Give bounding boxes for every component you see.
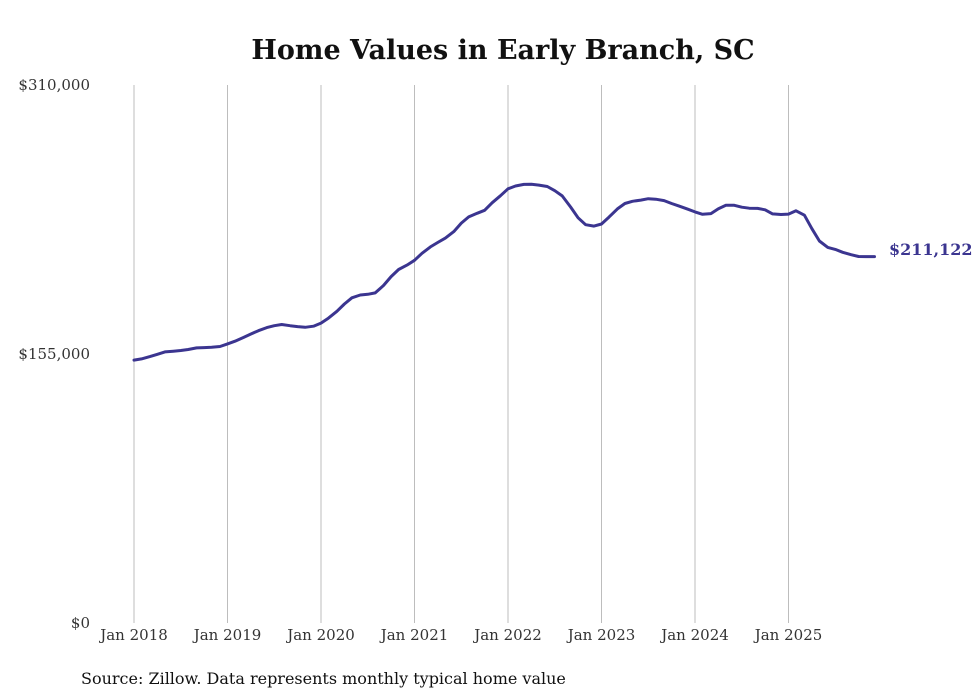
y-axis-ticks: $0 $155,000 $310,000 xyxy=(18,76,90,632)
end-value-label: $211,122 xyxy=(889,240,973,259)
y-tick-label: $0 xyxy=(71,614,90,632)
x-tick-label: Jan 2024 xyxy=(659,626,729,644)
y-tick-label: $310,000 xyxy=(18,76,90,94)
x-tick-label: Jan 2019 xyxy=(192,626,262,644)
x-tick-label: Jan 2025 xyxy=(753,626,823,644)
x-tick-label: Jan 2021 xyxy=(379,626,449,644)
x-tick-label: Jan 2023 xyxy=(566,626,636,644)
series-line xyxy=(132,182,876,362)
grid-lines xyxy=(133,85,789,623)
y-tick-label: $155,000 xyxy=(18,345,90,363)
chart-title: Home Values in Early Branch, SC xyxy=(251,35,754,66)
x-tick-label: Jan 2020 xyxy=(285,626,355,644)
x-tick-label: Jan 2022 xyxy=(472,626,542,644)
source-note: Source: Zillow. Data represents monthly … xyxy=(81,669,566,688)
x-tick-label: Jan 2018 xyxy=(98,626,168,644)
series-layer xyxy=(132,182,876,362)
x-axis-ticks: Jan 2018 Jan 2019 Jan 2020 Jan 2021 Jan 2022… xyxy=(98,626,822,644)
